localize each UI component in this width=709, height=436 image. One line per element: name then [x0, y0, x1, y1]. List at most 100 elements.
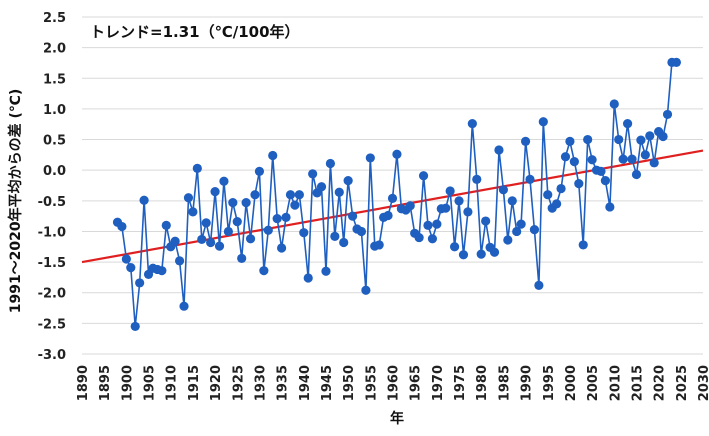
- data-point: [609, 99, 619, 109]
- data-point: [596, 166, 606, 177]
- data-point: [126, 263, 136, 273]
- x-tick-label: 1925: [231, 365, 246, 401]
- y-tick-label: -3.0: [38, 348, 66, 363]
- data-point: [201, 218, 211, 228]
- x-tick-label: 2020: [653, 365, 668, 401]
- data-point: [219, 176, 229, 186]
- data-point: [552, 199, 562, 209]
- data-point: [441, 203, 451, 213]
- data-point: [192, 163, 202, 173]
- data-point: [418, 171, 429, 181]
- data-point: [494, 145, 504, 155]
- data-point: [481, 216, 491, 226]
- data-point: [458, 250, 469, 260]
- data-point: [214, 241, 225, 251]
- data-point: [383, 210, 393, 221]
- data-point: [356, 226, 367, 237]
- data-point: [188, 207, 198, 217]
- y-tick-label: -1.0: [38, 225, 66, 240]
- data-point: [254, 166, 265, 177]
- x-tick-label: 1890: [76, 365, 91, 401]
- data-point: [507, 196, 517, 206]
- data-point: [560, 152, 571, 162]
- data-point: [347, 211, 358, 221]
- data-point: [223, 226, 233, 237]
- data-point: [139, 195, 149, 205]
- x-tick-label: 1985: [497, 365, 512, 401]
- data-point: [662, 109, 673, 120]
- y-tick-label: 1.5: [43, 72, 66, 87]
- series-line: [116, 61, 677, 327]
- x-tick-label: 1990: [520, 365, 535, 401]
- x-tick-label: 1970: [431, 365, 446, 401]
- x-tick-label: 1915: [187, 365, 202, 401]
- data-point: [277, 243, 287, 253]
- data-point: [325, 158, 335, 169]
- data-point: [569, 157, 579, 167]
- data-point: [299, 228, 309, 238]
- data-point: [631, 169, 642, 180]
- data-point: [640, 150, 650, 160]
- data-point: [587, 155, 597, 165]
- data-point: [161, 220, 171, 230]
- data-points: [112, 57, 681, 332]
- x-tick-label: 1965: [409, 365, 424, 401]
- x-tick-label: 1940: [298, 365, 313, 401]
- data-point: [228, 198, 238, 208]
- x-tick-label: 1935: [276, 365, 291, 401]
- x-tick-label: 1955: [364, 365, 379, 401]
- x-tick-label: 1930: [253, 365, 268, 401]
- data-point: [512, 226, 522, 237]
- x-tick-label: 2015: [630, 365, 645, 401]
- x-tick-label: 1905: [143, 365, 158, 401]
- data-point: [645, 131, 655, 141]
- data-point: [343, 175, 353, 186]
- data-point: [361, 285, 371, 295]
- data-point: [578, 240, 588, 250]
- data-point: [605, 202, 615, 212]
- data-point: [210, 187, 220, 197]
- data-point: [574, 179, 584, 189]
- data-point: [427, 234, 438, 244]
- data-point: [627, 154, 637, 164]
- x-tick-label: 1995: [542, 365, 557, 401]
- data-point: [450, 242, 460, 252]
- data-point: [197, 234, 207, 245]
- x-tick-label: 1975: [453, 365, 468, 401]
- data-point: [476, 249, 486, 259]
- data-point: [432, 219, 442, 229]
- x-tick-label: 1960: [387, 365, 402, 401]
- data-point: [334, 187, 344, 197]
- y-tick-label: 1.0: [43, 103, 66, 118]
- data-point: [658, 131, 668, 142]
- data-point: [268, 150, 278, 161]
- x-tick-label: 2005: [586, 365, 601, 401]
- data-point: [445, 186, 455, 196]
- data-point: [179, 301, 189, 311]
- x-tick-label: 1895: [98, 365, 113, 401]
- data-point: [565, 136, 575, 146]
- data-point: [121, 254, 131, 264]
- data-point: [534, 280, 544, 290]
- data-point: [454, 196, 464, 206]
- data-point: [618, 154, 628, 164]
- x-tick-label: 1950: [342, 365, 357, 401]
- data-point: [117, 221, 127, 232]
- gridlines: [82, 16, 703, 355]
- data-point: [529, 225, 540, 235]
- data-point: [543, 190, 553, 200]
- data-point: [339, 237, 349, 248]
- data-point: [308, 169, 318, 179]
- data-point: [206, 237, 216, 248]
- data-point: [263, 225, 273, 235]
- data-point: [387, 193, 398, 203]
- data-point: [614, 134, 624, 145]
- x-tick-label: 1900: [120, 365, 135, 401]
- data-point: [285, 190, 296, 200]
- data-point: [294, 190, 304, 200]
- x-tick-label: 2025: [675, 365, 690, 401]
- data-point: [516, 219, 526, 229]
- data-point: [321, 266, 331, 276]
- y-tick-label: 2.0: [43, 42, 66, 57]
